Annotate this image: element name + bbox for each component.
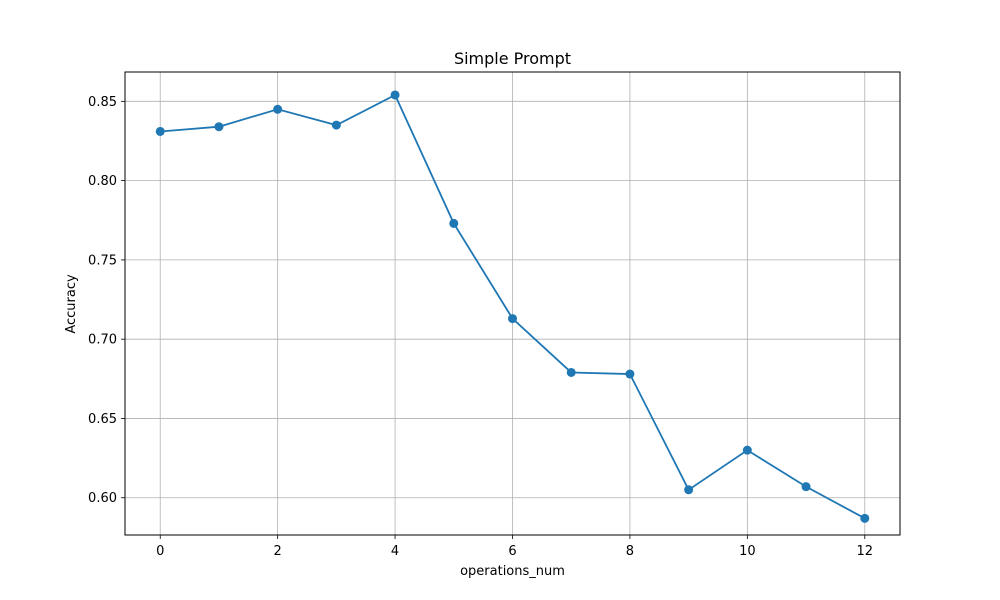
y-tick-label: 0.75 <box>88 253 117 268</box>
y-tick-label: 0.80 <box>88 174 117 189</box>
x-tick-label: 4 <box>391 544 399 559</box>
x-tick-label: 12 <box>856 544 873 559</box>
y-axis-label: Accuracy <box>64 274 79 334</box>
data-point <box>155 126 165 136</box>
x-tick-label: 2 <box>274 544 282 559</box>
y-axis-ticks: 0.60 0.65 0.70 0.75 0.80 0.85 <box>88 95 125 506</box>
data-point <box>273 104 283 114</box>
data-series <box>155 90 870 523</box>
y-tick-label: 0.70 <box>88 333 117 348</box>
data-point <box>625 369 635 379</box>
x-tick-label: 10 <box>739 544 756 559</box>
chart-title: Simple Prompt <box>454 49 571 68</box>
x-axis-label: operations_num <box>460 564 565 579</box>
x-axis-ticks: 0 2 4 6 8 10 12 <box>156 535 873 559</box>
x-tick-label: 8 <box>626 544 634 559</box>
y-tick-label: 0.65 <box>88 412 117 427</box>
data-point <box>508 314 517 324</box>
data-point <box>566 367 576 377</box>
data-point <box>742 445 752 455</box>
data-point <box>214 122 224 132</box>
data-point <box>801 482 811 492</box>
y-tick-label: 0.85 <box>88 95 117 110</box>
data-point <box>860 513 870 523</box>
grid-lines <box>125 72 900 535</box>
data-point <box>684 485 694 495</box>
x-tick-label: 0 <box>156 544 164 559</box>
x-tick-label: 6 <box>508 544 516 559</box>
y-tick-label: 0.60 <box>88 491 117 506</box>
data-point <box>331 120 341 130</box>
data-point <box>390 90 400 100</box>
data-point <box>449 218 459 228</box>
